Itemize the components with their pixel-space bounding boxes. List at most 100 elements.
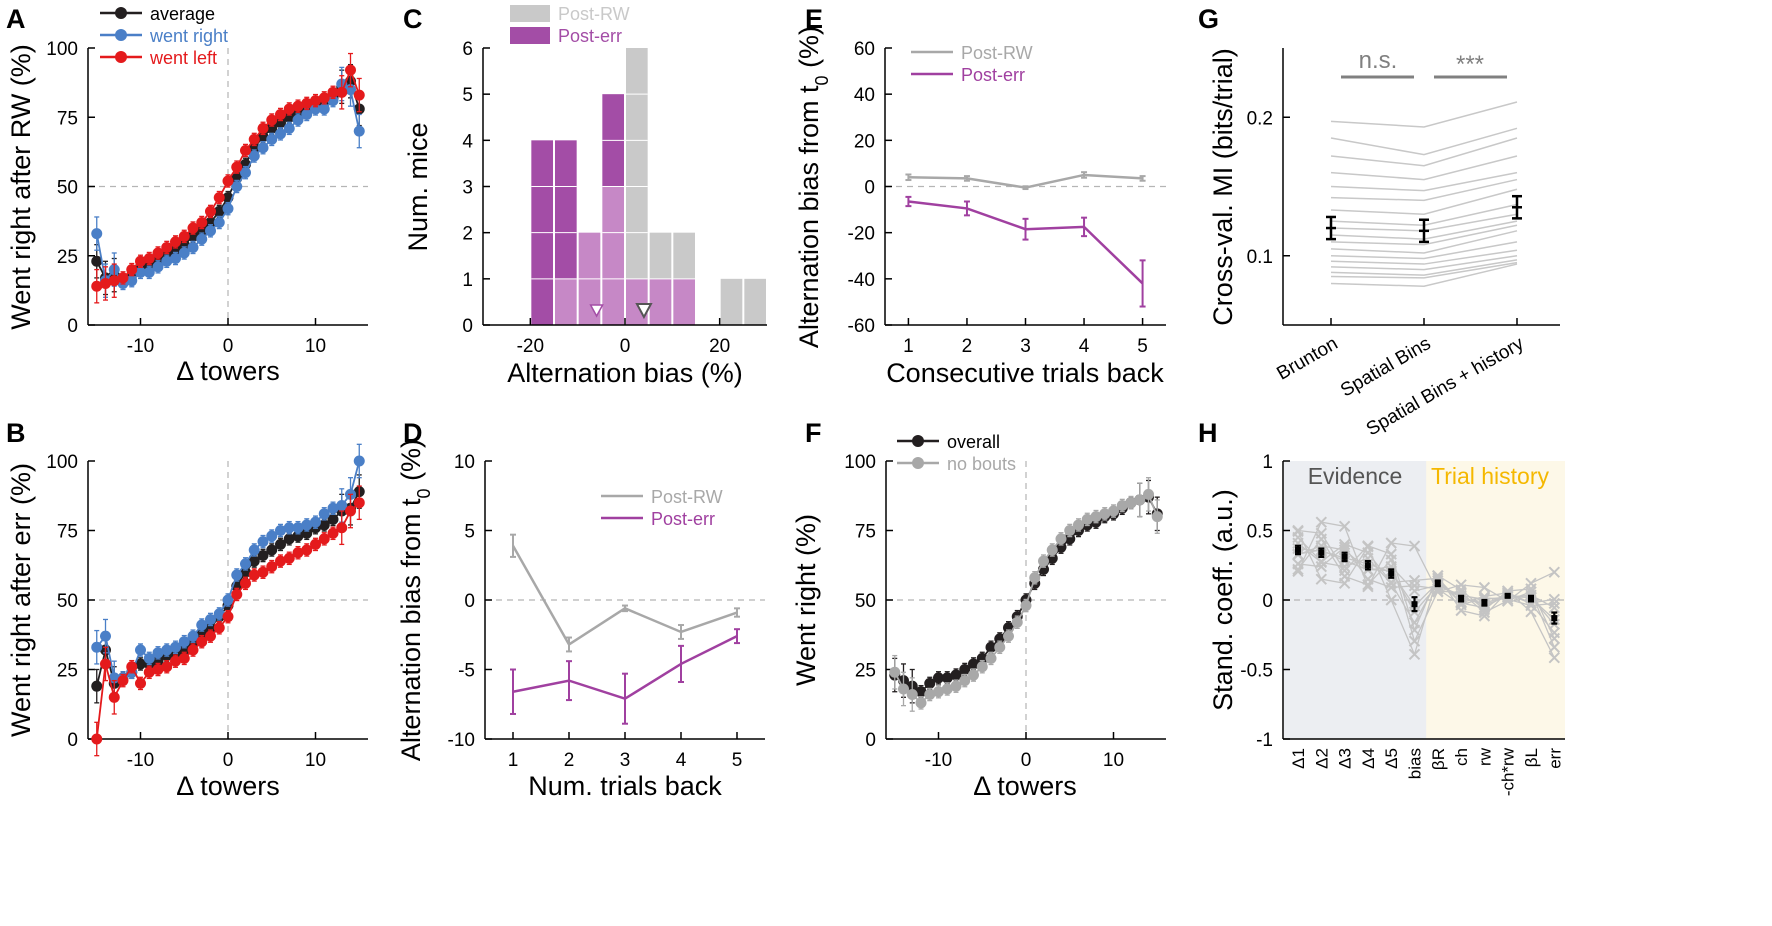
data-point-went-left xyxy=(275,555,286,567)
data-point-went-left xyxy=(213,192,225,204)
data-point-overall xyxy=(950,669,962,681)
individual-mouse-line xyxy=(1330,137,1518,167)
data-point-went-right xyxy=(187,241,199,253)
data-point-average xyxy=(187,230,199,242)
y-axis-title: Alternation bias from t0 (%) xyxy=(396,439,434,761)
data-point-went-right xyxy=(275,128,286,140)
y-axis-title: Went right (%) xyxy=(791,514,821,686)
data-point-went-left xyxy=(161,241,173,253)
panel-letter-F: F xyxy=(805,418,822,448)
panel-letter-C: C xyxy=(403,4,423,34)
individual-mouse-marker xyxy=(1292,525,1304,538)
panel-A: 0 25 50 75 100 -10 0 10 Went right after RW (%) Δ… xyxy=(6,4,368,386)
mean-marker xyxy=(1295,546,1301,553)
data-point-no-bouts xyxy=(924,689,936,701)
data-point-no-bouts xyxy=(968,669,979,681)
data-point-went-left xyxy=(292,100,304,112)
individual-mouse-line xyxy=(1330,261,1518,279)
individual-mouse-line xyxy=(1330,171,1518,192)
data-point-went-right xyxy=(135,644,146,656)
individual-mouse-marker xyxy=(1408,648,1421,661)
individual-mouse-marker xyxy=(1455,604,1467,617)
data-point-went-right xyxy=(108,672,120,684)
individual-mouse-marker xyxy=(1455,586,1467,599)
data-point-overall xyxy=(985,641,997,653)
x-tick-label: 4 xyxy=(676,750,687,771)
series-line-Post-err xyxy=(908,200,1144,285)
data-point-went-left xyxy=(170,655,181,667)
individual-mouse-line xyxy=(1330,249,1518,265)
individual-mouse-line xyxy=(1330,155,1518,181)
data-point-went-left xyxy=(292,547,304,559)
data-point-went-left xyxy=(135,255,146,267)
data-point-average xyxy=(152,655,164,667)
data-point-average xyxy=(275,117,286,129)
data-point-went-right xyxy=(318,508,330,520)
mean-marker xyxy=(1364,562,1371,569)
legend-went-right-label: went right xyxy=(149,26,228,46)
post-rw-mean-marker xyxy=(635,303,653,320)
x-axis-title: Alternation bias (%) xyxy=(507,358,743,388)
legend-overall-label: overall xyxy=(947,432,1000,452)
category-label: Δ4 xyxy=(1359,748,1378,769)
individual-mouse-marker xyxy=(1501,594,1514,607)
mean-marker xyxy=(1504,592,1511,599)
legend-went-left-swatch-dot xyxy=(115,51,127,63)
x-tick-label: 3 xyxy=(620,750,631,771)
data-point-average xyxy=(266,122,278,134)
y-tick-label: 0 xyxy=(67,316,78,337)
data-point-went-left xyxy=(301,544,313,556)
mean-marker xyxy=(1341,553,1348,560)
data-point-went-left xyxy=(222,175,234,187)
data-point-no-bouts xyxy=(1134,494,1146,506)
panel-H: Evidence Trial history -1 -0.5 0 0.5 1 Δ1 Δ2 Δ3 Δ4… xyxy=(1208,452,1565,796)
x-tick-label: 0 xyxy=(620,336,631,357)
individual-mouse-line xyxy=(1330,259,1518,276)
legend-no-bouts-label: no bouts xyxy=(947,454,1016,474)
data-point-overall xyxy=(924,677,936,689)
legend-overall-swatch-dot xyxy=(912,435,924,447)
individual-mouse-marker xyxy=(1338,577,1351,590)
data-point-went-left xyxy=(257,566,269,578)
data-point-went-right xyxy=(231,181,243,192)
data-point-overall xyxy=(933,672,944,684)
data-point-overall xyxy=(994,633,1006,645)
data-point-went-right xyxy=(318,103,330,115)
data-point-average xyxy=(257,131,269,143)
hist-bar-overlap xyxy=(649,278,672,325)
data-point-went-right xyxy=(91,228,103,240)
data-point-went-right xyxy=(213,608,225,620)
legend-went-left-label: went left xyxy=(149,48,217,68)
y-tick-label: 0 xyxy=(462,316,473,337)
individual-mouse-marker xyxy=(1548,626,1561,639)
data-point-went-left xyxy=(205,630,216,642)
data-point-average xyxy=(170,244,181,256)
data-point-no-bouts xyxy=(1099,508,1111,520)
individual-mouse-marker xyxy=(1292,563,1304,576)
legend-post-rw-swatch xyxy=(510,5,550,22)
data-point-went-left xyxy=(336,86,348,98)
data-point-went-left xyxy=(248,133,260,145)
y-axis-title-part: Alternation bias from t xyxy=(396,498,426,761)
data-point-overall xyxy=(915,686,927,698)
data-point-overall xyxy=(968,658,979,670)
panel-letter-B: B xyxy=(6,418,26,448)
x-tick-label: 0 xyxy=(223,336,234,357)
data-point-went-right xyxy=(222,203,234,215)
data-point-no-bouts xyxy=(1029,572,1041,584)
x-tick-label: 10 xyxy=(305,336,326,357)
mean-marker xyxy=(1528,595,1534,602)
data-point-went-right xyxy=(353,125,365,137)
data-point-average xyxy=(91,255,103,267)
y-tick-label: 5 xyxy=(464,522,475,543)
category-label: ch xyxy=(1452,748,1471,766)
data-point-average xyxy=(178,239,190,251)
data-point-no-bouts xyxy=(906,689,918,701)
individual-mouse-marker xyxy=(1408,540,1421,552)
x-tick-label: 1 xyxy=(903,336,914,357)
data-point-went-left xyxy=(161,661,173,673)
data-point-went-right xyxy=(292,114,304,126)
individual-mouse-line xyxy=(1330,178,1518,202)
data-point-average xyxy=(266,544,278,556)
